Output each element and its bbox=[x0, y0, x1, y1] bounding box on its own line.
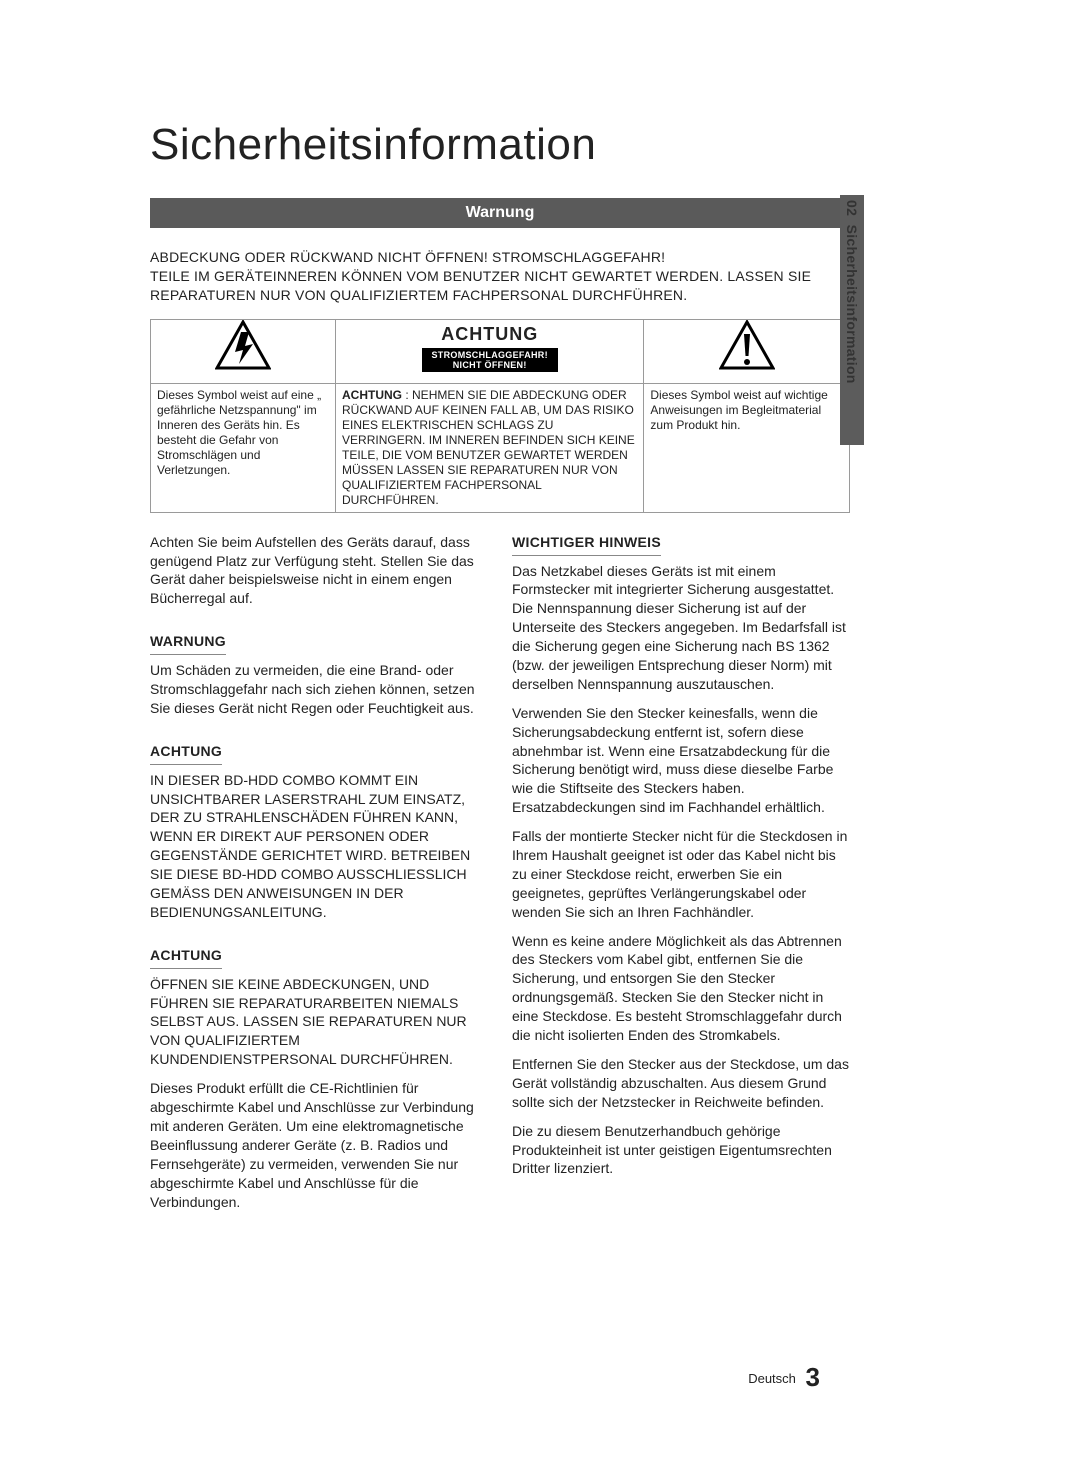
side-tab-label: 02 Sicherheitsinformation bbox=[844, 200, 860, 384]
voltage-triangle-icon bbox=[215, 320, 271, 370]
left-p2: Um Schäden zu vermeiden, die eine Brand-… bbox=[150, 661, 488, 718]
footer-lang: Deutsch bbox=[748, 1371, 796, 1386]
page-title: Sicherheitsinformation bbox=[150, 120, 930, 170]
right-p1: Das Netzkabel dieses Geräts ist mit eine… bbox=[512, 562, 850, 694]
caution-header-cell: ACHTUNG STROMSCHLAGGEFAHR! NICHT ÖFFNEN! bbox=[336, 319, 644, 383]
exclaim-triangle-icon bbox=[719, 320, 775, 370]
right-column: WICHTIGER HINWEIS Das Netzkabel dieses G… bbox=[512, 533, 850, 1222]
left-h1: WARNUNG bbox=[150, 632, 226, 655]
right-p6: Die zu diesem Benutzerhandbuch gehörige … bbox=[512, 1122, 850, 1179]
exclaim-symbol-cell bbox=[644, 319, 850, 383]
page: 02 Sicherheitsinformation Sicherheitsinf… bbox=[0, 0, 1080, 1477]
caution-mid-text: ACHTUNG : NEHMEN SIE DIE ABDECKUNG ODER … bbox=[336, 383, 644, 512]
left-column: Achten Sie beim Aufstellen des Geräts da… bbox=[150, 533, 488, 1222]
caution-left-text: Dieses Symbol weist auf eine „ gefährlic… bbox=[151, 383, 336, 512]
right-p5: Entfernen Sie den Stecker aus der Steckd… bbox=[512, 1055, 850, 1112]
right-p2: Verwenden Sie den Stecker keinesfalls, w… bbox=[512, 704, 850, 817]
left-p4: ÖFFNEN SIE KEINE ABDECKUNGEN, UND FÜHREN… bbox=[150, 975, 488, 1069]
caution-header-title: ACHTUNG bbox=[336, 320, 643, 345]
footer-page-number: 3 bbox=[806, 1362, 820, 1392]
left-p3: IN DIESER BD-HDD COMBO KOMMT EIN UNSICHT… bbox=[150, 771, 488, 922]
side-tab-section: 02 bbox=[844, 200, 860, 216]
side-tab-text: Sicherheitsinformation bbox=[844, 225, 860, 384]
page-footer: Deutsch 3 bbox=[748, 1362, 820, 1393]
caution-header-sub: STROMSCHLAGGEFAHR! NICHT ÖFFNEN! bbox=[422, 348, 558, 373]
body-columns: Achten Sie beim Aufstellen des Geräts da… bbox=[150, 533, 850, 1222]
left-h3: ACHTUNG bbox=[150, 946, 222, 969]
left-p1: Achten Sie beim Aufstellen des Geräts da… bbox=[150, 533, 488, 609]
right-p3: Falls der montierte Stecker nicht für di… bbox=[512, 827, 850, 921]
caution-table: ACHTUNG STROMSCHLAGGEFAHR! NICHT ÖFFNEN!… bbox=[150, 319, 850, 513]
right-p4: Wenn es keine andere Möglichkeit als das… bbox=[512, 932, 850, 1045]
intro-text: ABDECKUNG ODER RÜCKWAND NICHT ÖFFNEN! ST… bbox=[150, 248, 850, 305]
caution-right-text: Dieses Symbol weist auf wichtige Anweisu… bbox=[644, 383, 850, 512]
caution-mid-label: ACHTUNG bbox=[342, 388, 402, 402]
caution-mid-body: : NEHMEN SIE DIE ABDECKUNG ODER RÜCKWAND… bbox=[342, 388, 635, 507]
right-h1: WICHTIGER HINWEIS bbox=[512, 533, 661, 556]
left-h2: ACHTUNG bbox=[150, 742, 222, 765]
warning-bar: Warnung bbox=[150, 198, 850, 228]
voltage-symbol-cell bbox=[151, 319, 336, 383]
left-p5: Dieses Produkt erfüllt die CE-Richtlinie… bbox=[150, 1079, 488, 1211]
